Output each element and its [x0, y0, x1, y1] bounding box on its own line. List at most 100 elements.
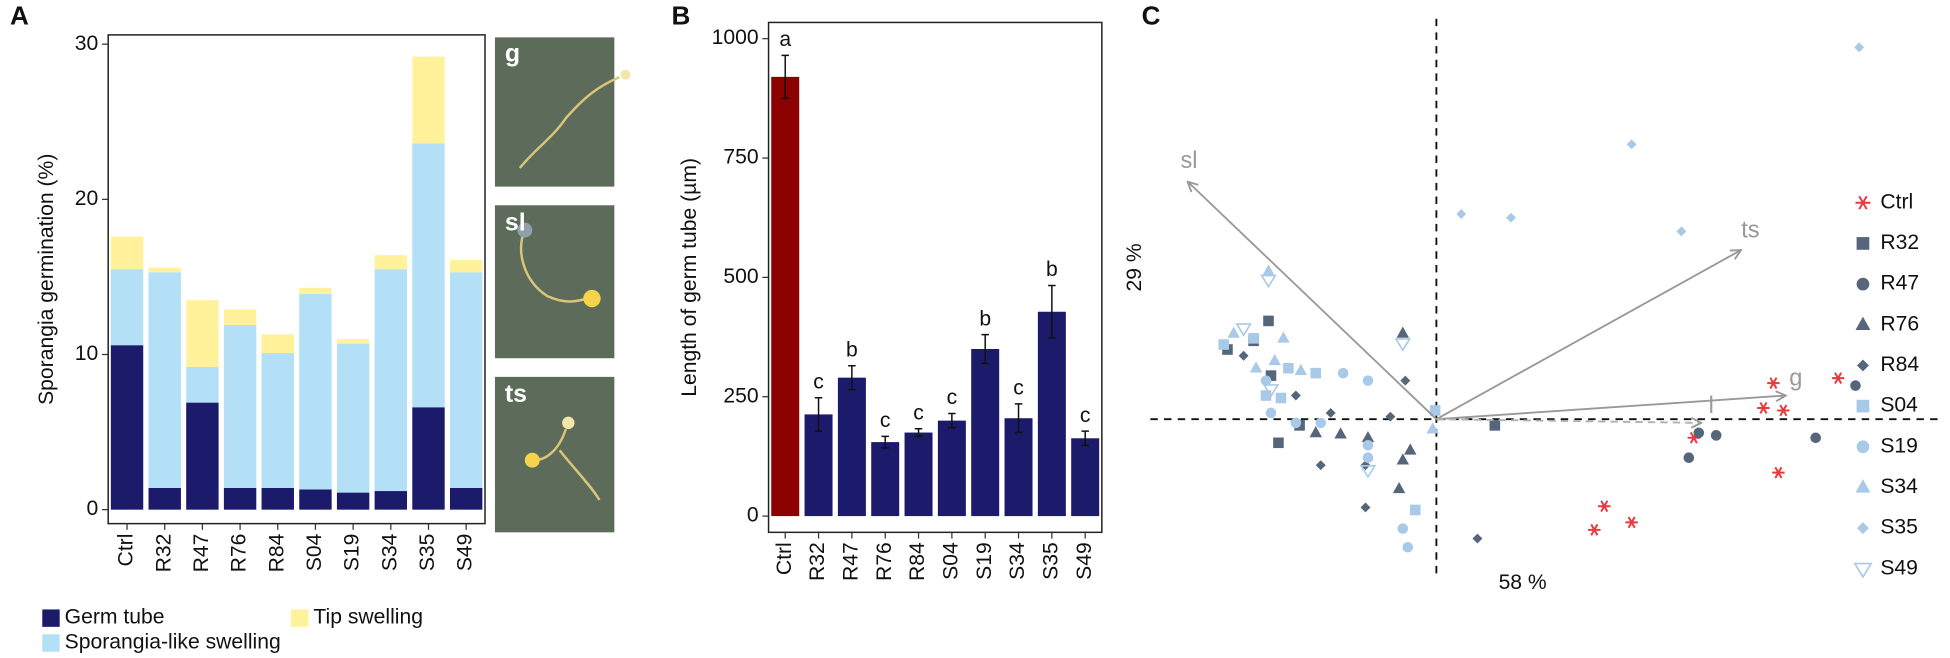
bar — [771, 76, 800, 517]
x-tick-label: R84 — [906, 542, 929, 581]
scatter-point — [1693, 427, 1705, 439]
legend-label: S19 — [1880, 434, 1918, 457]
bar-segment — [374, 491, 408, 510]
x-tick-label: R32 — [152, 534, 175, 573]
significance-letter: c — [1013, 377, 1024, 400]
micrograph-label: sl — [505, 208, 526, 236]
legend-label: S49 — [1880, 556, 1918, 579]
scatter-point — [1757, 402, 1770, 414]
scatter-point — [1262, 384, 1280, 398]
spore — [620, 69, 631, 80]
x-tick-label: S04 — [939, 542, 962, 580]
bar-segment — [261, 487, 294, 510]
x-tick-label: Ctrl — [115, 534, 138, 567]
scatter-point — [1409, 504, 1421, 516]
bar-segment — [186, 300, 219, 367]
significance-letter: c — [813, 370, 824, 393]
bar — [1037, 311, 1066, 517]
significance-letter: b — [979, 307, 991, 330]
bar-segment — [223, 325, 257, 488]
error-bar — [881, 435, 889, 449]
loading-arrow — [1436, 419, 1701, 423]
legend-swatch — [42, 634, 60, 652]
loading-arrow — [1436, 396, 1785, 421]
legend-swatch — [291, 609, 309, 627]
scatter-point — [1260, 390, 1272, 401]
loading-arrow — [1435, 250, 1741, 420]
bar-segment — [110, 236, 144, 270]
error-bar — [948, 412, 956, 429]
panel-label: C — [1142, 0, 1161, 30]
scatter-point — [1263, 315, 1274, 327]
spore — [517, 222, 533, 238]
scatter-point — [1265, 407, 1277, 419]
legend-label: R47 — [1880, 272, 1919, 295]
significance-letter: b — [1046, 258, 1058, 281]
scatter-point — [1772, 466, 1785, 479]
bar-segment — [336, 343, 370, 493]
bar-segment — [299, 287, 332, 294]
scatter-point — [1265, 370, 1277, 381]
x-tick-label: R32 — [806, 542, 829, 581]
x-tick-label: S49 — [454, 534, 477, 572]
y-tick-label: 0 — [747, 504, 759, 527]
bar-segment — [412, 143, 445, 408]
scatter-point — [1710, 430, 1722, 441]
bar-segment — [412, 407, 445, 510]
x-tick-label: R47 — [190, 534, 213, 573]
legend-label: Tip swelling — [313, 606, 423, 629]
loading-label: sl — [1181, 148, 1198, 174]
scatter-point — [1290, 417, 1302, 429]
micrograph — [494, 205, 615, 359]
legend-marker — [1856, 440, 1870, 454]
scatter-point — [1249, 361, 1263, 373]
bar-segment — [186, 366, 219, 403]
scatter-point — [1404, 443, 1417, 455]
x-tick-label: S04 — [303, 533, 326, 571]
bar-segment — [336, 338, 370, 344]
loading-label: ts — [1741, 218, 1759, 244]
spore — [524, 452, 540, 468]
legend-label: Germ tube — [65, 606, 165, 629]
legend-marker — [1855, 316, 1871, 330]
scatter-point — [1362, 439, 1374, 451]
scatter-point — [1315, 460, 1326, 471]
scatter-point — [1360, 502, 1371, 513]
hypha — [518, 76, 620, 169]
legend-marker — [1855, 195, 1871, 210]
scatter-point — [1472, 533, 1483, 544]
x-tick-label: R76 — [873, 542, 896, 581]
legend-label: S34 — [1880, 475, 1918, 498]
scatter-point — [1456, 208, 1467, 219]
y-axis-label: Length of germ tube (µm) — [678, 158, 701, 397]
y-tick-label: 500 — [723, 265, 758, 288]
scatter-point — [1337, 367, 1349, 379]
scatter-point — [1277, 331, 1290, 343]
scatter-point — [1362, 452, 1374, 464]
bar-segment — [110, 345, 144, 510]
bar-segment — [261, 352, 294, 488]
legend-marker — [1855, 479, 1871, 493]
scatter-point — [1396, 453, 1410, 465]
bar — [937, 420, 966, 517]
bar-segment — [186, 402, 219, 510]
scatter-point — [1325, 407, 1336, 418]
scatter-point — [1275, 392, 1287, 404]
micrograph — [494, 376, 615, 533]
error-bar — [814, 396, 823, 432]
bar — [971, 349, 1000, 517]
legend-marker — [1856, 399, 1870, 413]
x-tick-label: S34 — [378, 533, 401, 571]
legend-marker — [1856, 359, 1869, 372]
bar-segment — [261, 334, 294, 353]
scatter-point — [1831, 372, 1845, 384]
bar — [1071, 438, 1100, 517]
bar-segment — [299, 293, 332, 490]
loading-label: l — [1709, 393, 1714, 419]
scatter-point — [1396, 326, 1410, 338]
y-tick-label: 10 — [75, 342, 99, 365]
y-tick-label: 20 — [75, 187, 99, 210]
significance-letter: c — [880, 409, 891, 432]
scatter-point — [1248, 333, 1259, 344]
